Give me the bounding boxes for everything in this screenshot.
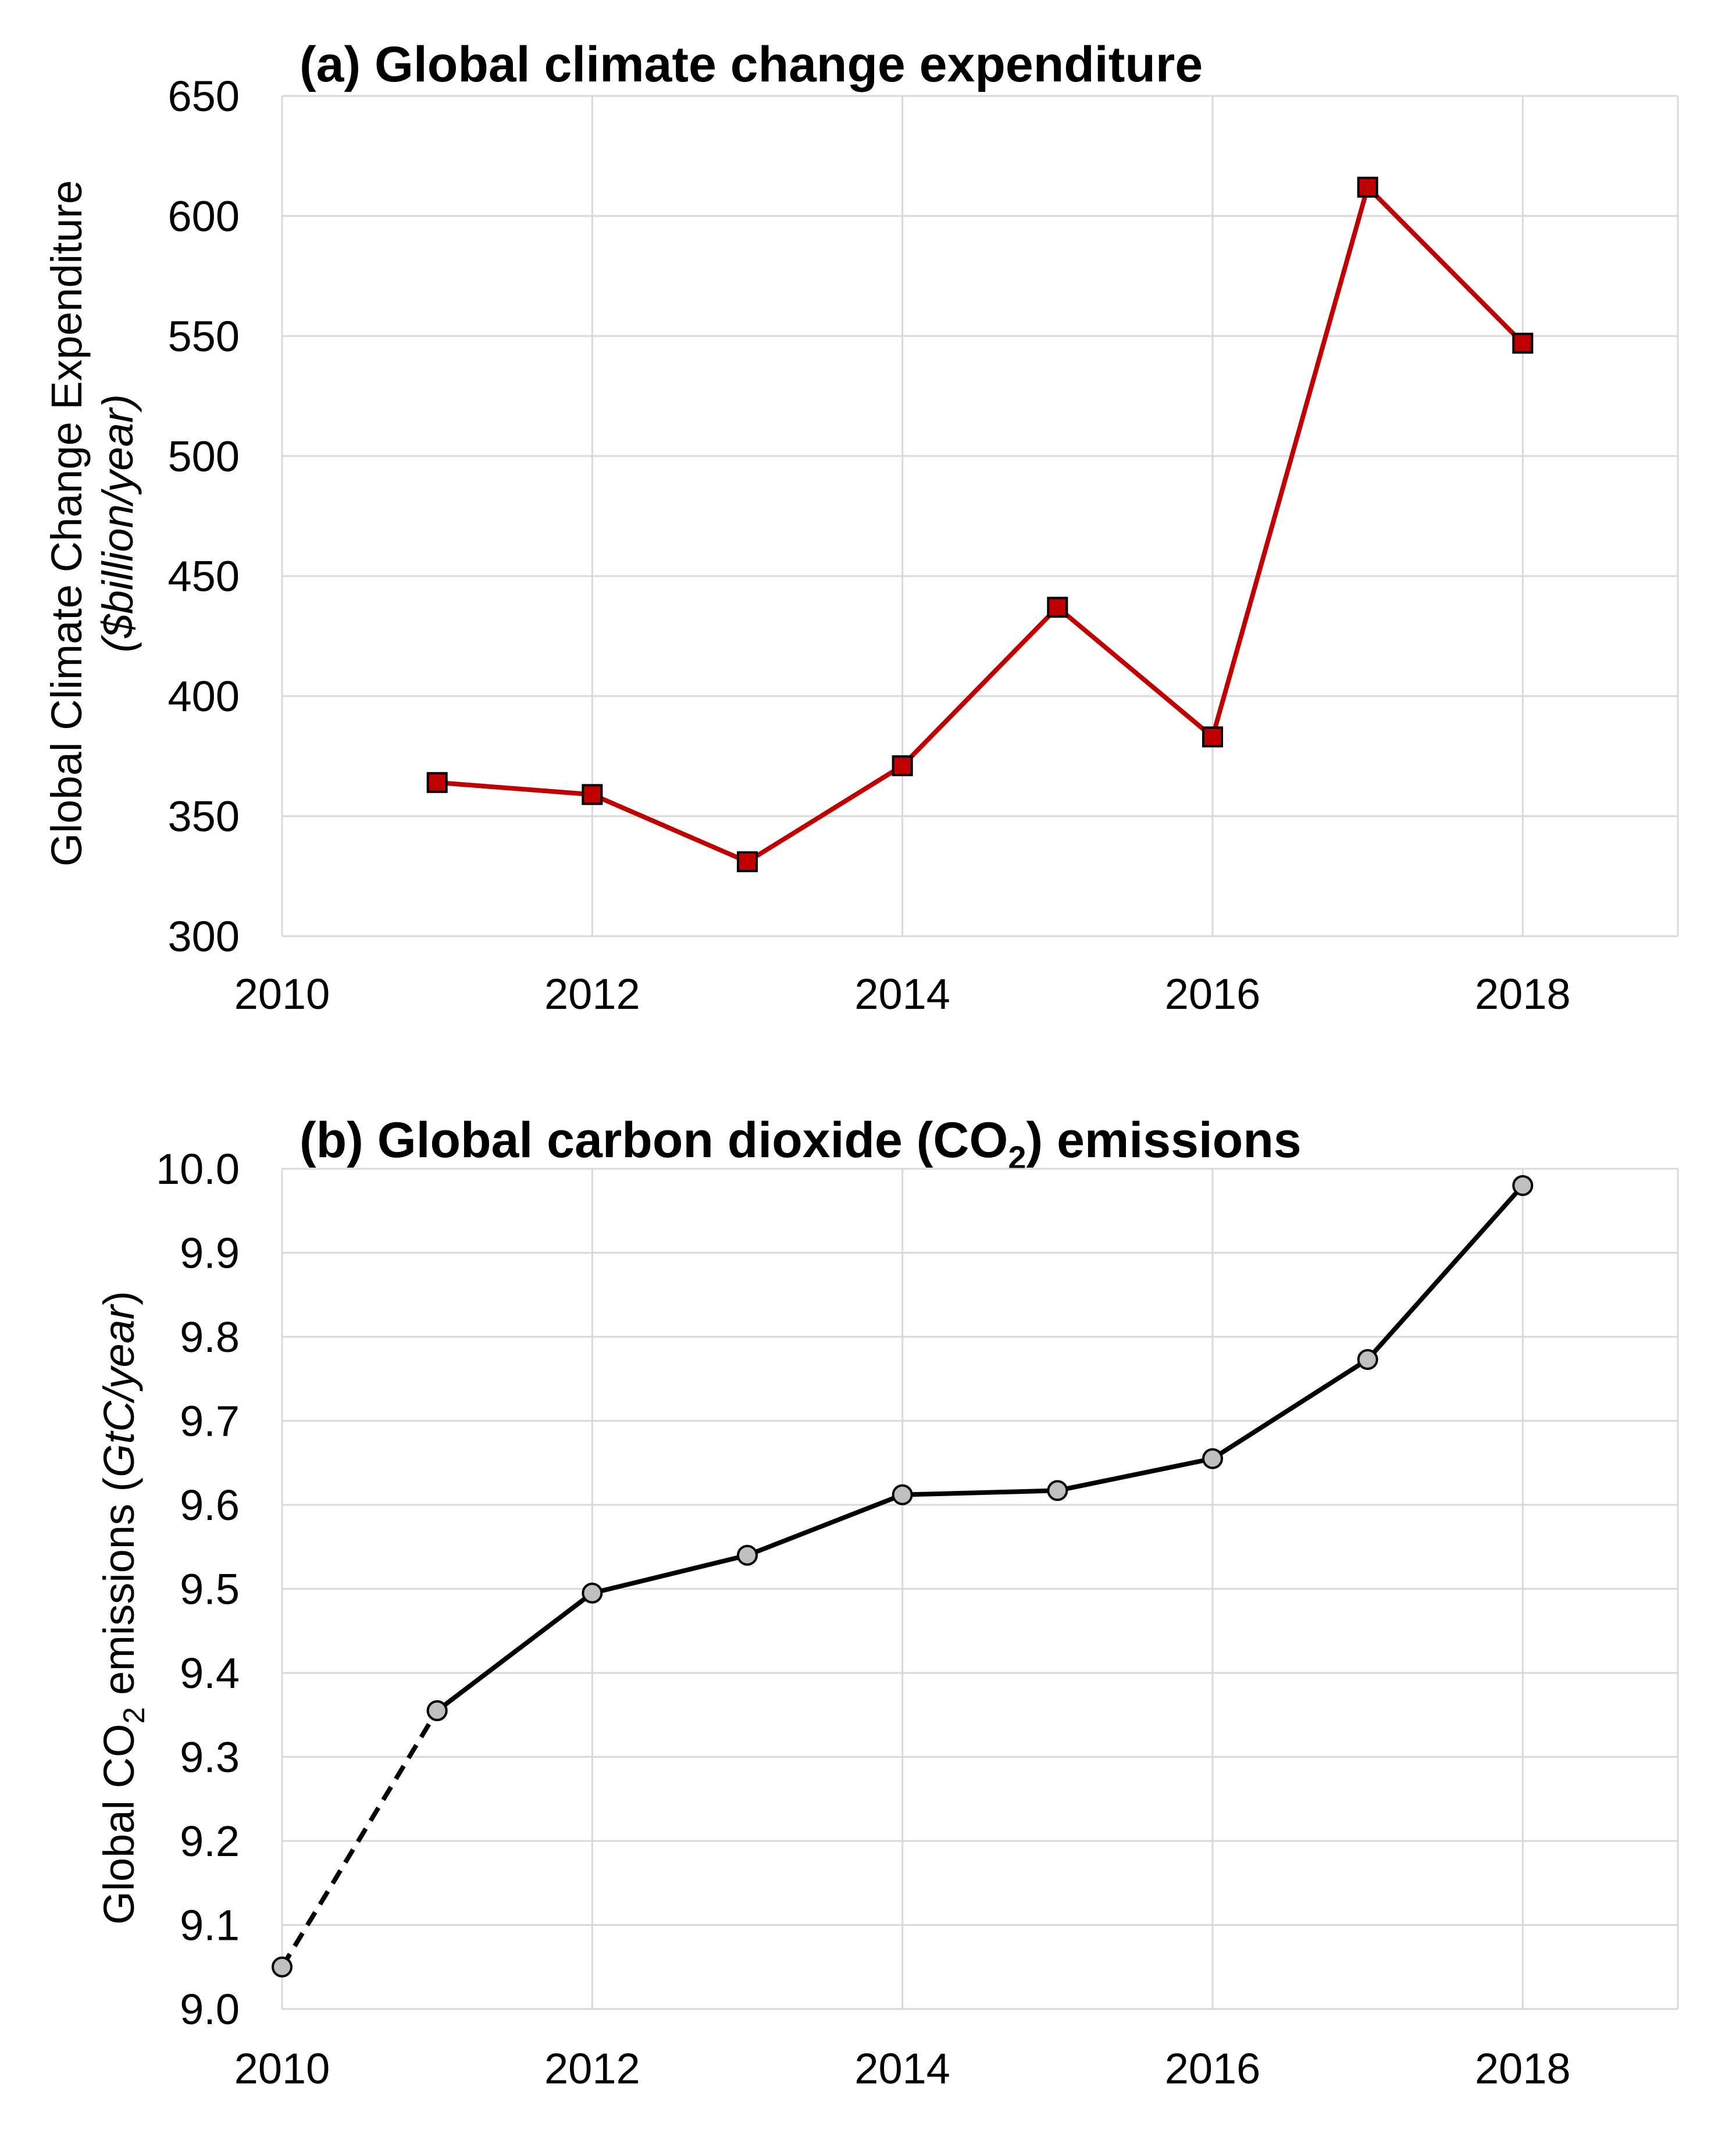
chart-b-data-point [892, 1484, 913, 1505]
chart-b-series [272, 1175, 1534, 1978]
chart-b-y-tick-label: 9.7 [180, 1397, 240, 1446]
chart-a-data-point [1512, 333, 1534, 354]
chart-a-y-tick-label: 650 [168, 72, 240, 120]
chart-b-series-line-0 [280, 1709, 440, 1968]
chart-a-y-tick-label: 350 [168, 793, 240, 841]
chart-b-y-tick-label: 9.4 [180, 1649, 240, 1697]
chart-b-y-tick-label: 9.5 [180, 1565, 240, 1614]
chart-a-expenditure: (a) Global climate change expenditure 30… [42, 37, 1679, 1018]
chart-b-x-tick-labels: 2010 2012 2014 2016 2018 [234, 2044, 1571, 2093]
chart-a-x-tick-label: 2014 [854, 970, 950, 1018]
chart-b-y-tick-label: 9.6 [180, 1481, 240, 1529]
chart-a-x-tick-label: 2012 [544, 970, 640, 1018]
chart-b-data-point [737, 1544, 758, 1566]
chart-b-y-tick-label: 10.0 [156, 1145, 240, 1193]
chart-b-ylabel-unit: GtC/year [95, 1303, 143, 1477]
chart-b-title-main: (b) Global carbon dioxide (CO [300, 1112, 1008, 1168]
chart-b-ylabel-close: ) [95, 1291, 143, 1305]
chart-a-series [426, 176, 1534, 873]
chart-a-grid [281, 95, 1679, 937]
chart-a-y-tick-label: 500 [168, 432, 240, 480]
chart-a-data-point [426, 772, 448, 793]
chart-a-x-tick-label: 2010 [234, 970, 330, 1018]
svg-text:Global CO2 emissions (GtC/year: Global CO2 emissions (GtC/year) [95, 1291, 151, 1925]
chart-a-y-tick-label: 600 [168, 192, 240, 240]
chart-b-y-tick-label: 9.0 [180, 1985, 240, 2033]
chart-b-data-point [1202, 1448, 1223, 1469]
chart-b-y-tick-label: 9.2 [180, 1817, 240, 1865]
chart-b-data-point [1047, 1480, 1068, 1501]
chart-b-y-axis-label: Global CO2 emissions (GtC/year) [95, 1291, 151, 1925]
chart-b-data-point [582, 1582, 603, 1604]
chart-a-y-axis-label-line1: Global Climate Change Expenditure [42, 180, 91, 867]
chart-a-y-tick-label: 400 [168, 672, 240, 720]
chart-b-y-tick-label: 9.1 [180, 1901, 240, 1950]
chart-a-y-tick-label: 550 [168, 312, 240, 361]
chart-b-data-point [272, 1956, 293, 1978]
chart-b-y-tick-label: 9.9 [180, 1229, 240, 1277]
chart-a-data-point [737, 851, 758, 873]
chart-a-x-tick-label: 2018 [1475, 970, 1571, 1018]
chart-a-data-point [1357, 176, 1378, 198]
chart-b-grid [281, 1168, 1679, 2010]
chart-b-y-tick-labels: 9.0 9.1 9.2 9.3 9.4 9.5 9.6 9.7 9.8 9.9 10.0 [156, 1145, 240, 2033]
chart-b-ylabel-pre: Global CO [95, 1723, 143, 1924]
chart-a-data-point [1047, 597, 1068, 618]
chart-a-x-tick-labels: 2010 2012 2014 2016 2018 [234, 970, 1571, 1018]
chart-b-data-point [426, 1700, 448, 1722]
chart-b-ylabel-post: emissions ( [95, 1477, 143, 1707]
chart-b-title: (b) Global carbon dioxide (CO2) emission… [300, 1112, 1302, 1176]
chart-a-y-tick-label: 450 [168, 552, 240, 601]
chart-a-data-point [892, 755, 913, 776]
chart-b-series-line-1 [436, 1184, 1525, 1713]
chart-b-ylabel-subscript: 2 [117, 1707, 151, 1724]
chart-b-x-tick-label: 2010 [234, 2044, 330, 2093]
chart-b-emissions: (b) Global carbon dioxide (CO2) emission… [95, 1112, 1679, 2093]
chart-a-series-line-0 [437, 184, 1525, 865]
chart-b-title-subscript: 2 [1008, 1139, 1026, 1176]
chart-a-data-point [1202, 726, 1223, 748]
chart-b-x-tick-label: 2018 [1475, 2044, 1571, 2093]
chart-b-data-point [1357, 1349, 1378, 1371]
chart-a-y-tick-labels: 300 350 400 450 500 550 600 650 [168, 72, 240, 961]
chart-a-x-tick-label: 2016 [1165, 970, 1261, 1018]
chart-b-data-point [1512, 1175, 1534, 1196]
chart-a-title: (a) Global climate change expenditure [300, 37, 1203, 92]
chart-b-y-tick-label: 9.8 [180, 1313, 240, 1361]
chart-b-x-tick-label: 2014 [854, 2044, 950, 2093]
chart-b-x-tick-label: 2016 [1165, 2044, 1261, 2093]
chart-a-y-axis-label: Global Climate Change Expenditure ($bill… [42, 180, 142, 867]
chart-a-y-tick-label: 300 [168, 912, 240, 961]
chart-a-y-axis-label-line2: ($billion/year) [94, 394, 142, 652]
chart-b-x-tick-label: 2012 [544, 2044, 640, 2093]
chart-b-title-end: ) emissions [1026, 1112, 1302, 1168]
chart-a-data-point [582, 784, 603, 805]
chart-b-y-tick-label: 9.3 [180, 1733, 240, 1782]
